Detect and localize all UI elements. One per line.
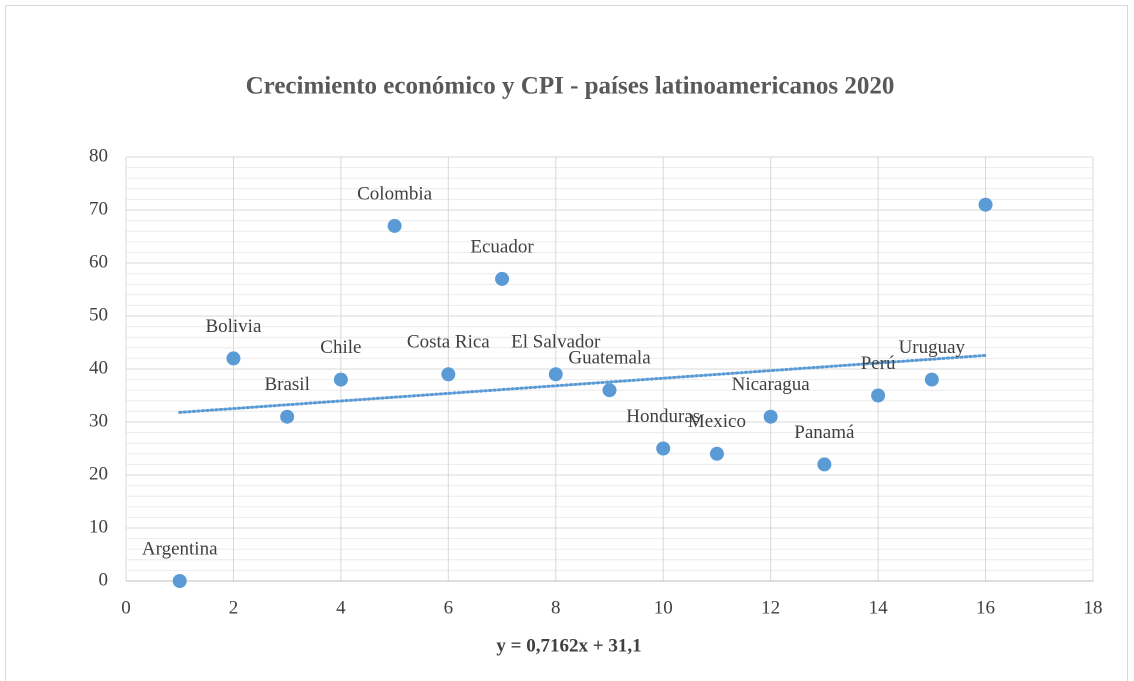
chart-title: Crecimiento económico y CPI - países lat… [246,73,895,100]
data-label: Nicaragua [732,374,811,395]
point [280,409,295,424]
point [817,457,832,472]
data-label: Perú [861,353,896,374]
y-tick-label: 0 [99,569,109,590]
data-label: Mexico [688,411,746,432]
chart-frame [5,5,1128,681]
data-label: El Salvador [511,332,601,353]
y-tick-label: 80 [89,145,108,166]
x-tick-label: 12 [761,597,780,618]
x-tick-label: 2 [229,597,239,618]
data-label: Uruguay [899,337,966,358]
x-tick-label: 10 [654,597,673,618]
y-tick-label: 30 [89,410,108,431]
y-tick-label: 50 [89,304,108,325]
point [602,383,617,398]
trendline [178,353,988,414]
x-tick-label: 8 [551,597,561,618]
point [763,409,778,424]
data-label: Panamá [794,422,855,443]
point [978,197,993,212]
point [656,441,671,456]
x-tick-label: 4 [336,597,346,618]
point [709,446,724,461]
y-tick-label: 60 [89,251,108,272]
y-tick-label: 40 [89,357,108,378]
data-label: Argentina [142,538,218,559]
data-label: Guatemala [568,348,651,369]
point [172,574,187,588]
x-tick-label: 14 [869,597,889,618]
point [495,271,510,286]
x-tick-label: 6 [444,597,454,618]
data-label: Brasil [264,374,309,395]
y-tick-label: 70 [89,198,108,219]
data-label: Costa Rica [407,332,490,353]
data-label: Honduras [626,406,700,427]
point [333,372,348,387]
point [548,367,563,382]
x-tick-label: 18 [1084,597,1103,618]
trendline-equation: y = 0,7162x + 31,1 [496,635,641,656]
y-tick-label: 20 [89,463,108,484]
point [924,372,939,387]
y-tick-label: 10 [89,516,108,537]
data-label: Colombia [357,183,433,204]
x-tick-label: 0 [121,597,131,618]
point [871,388,886,403]
point [226,351,241,366]
point [387,218,402,233]
data-label: Chile [320,337,361,358]
x-tick-label: 16 [976,597,995,618]
point [441,367,456,382]
data-label: Bolivia [205,316,262,337]
data-label: Ecuador [470,236,534,257]
